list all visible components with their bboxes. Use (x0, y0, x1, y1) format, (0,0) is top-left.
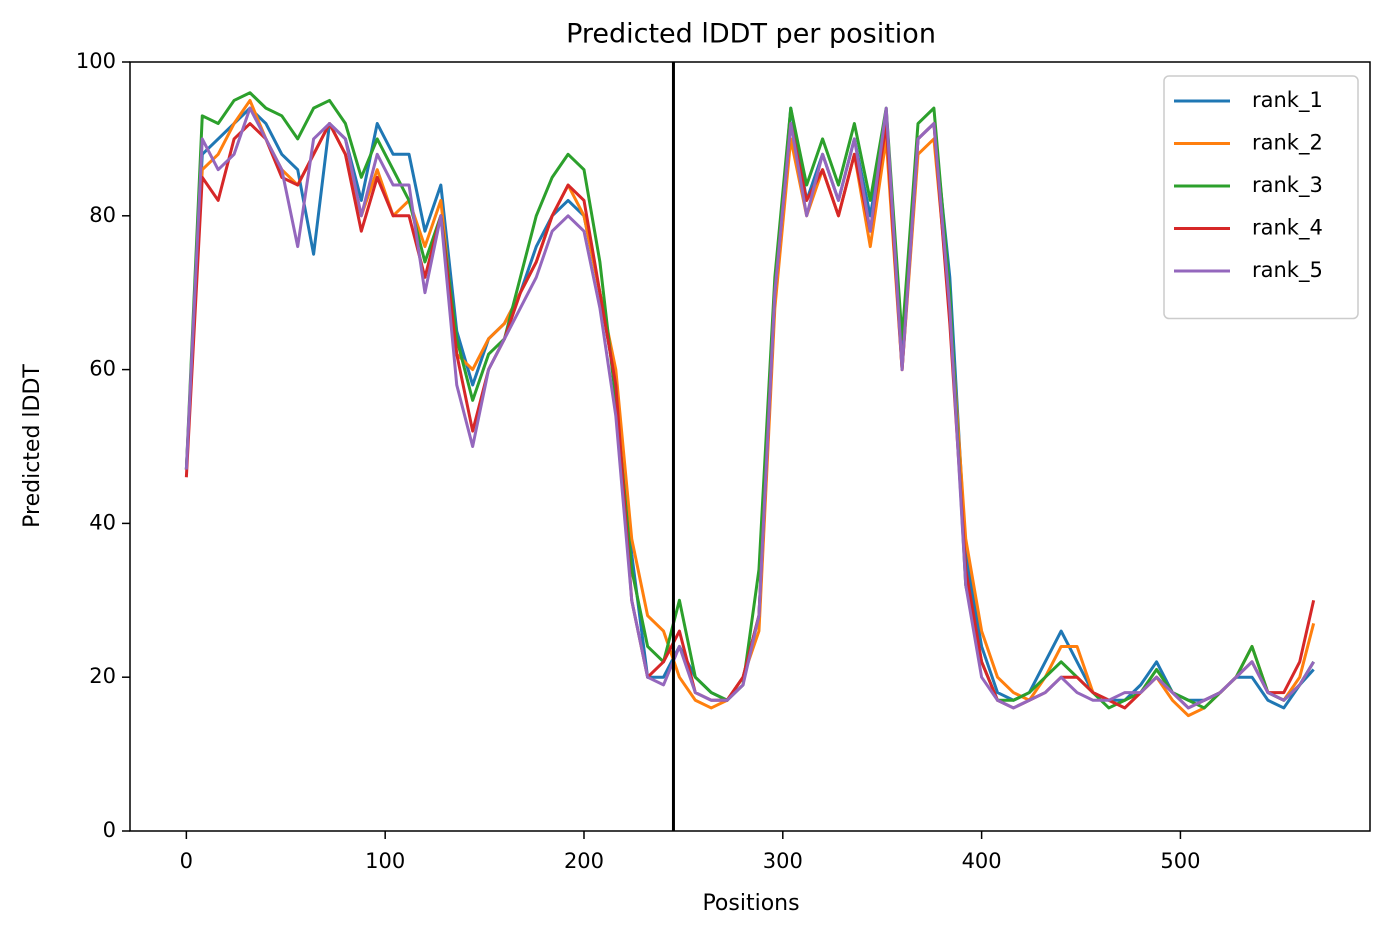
y-tick-label: 80 (89, 203, 116, 227)
y-tick-label: 60 (89, 357, 116, 381)
y-axis-label: Predicted lDDT (20, 364, 45, 528)
legend-label: rank_2 (1252, 131, 1323, 156)
legend-label: rank_4 (1252, 216, 1323, 241)
chart-title: Predicted lDDT per position (566, 19, 936, 50)
series-line (184, 122, 1316, 710)
x-tick-label: 400 (962, 849, 1002, 873)
x-axis-label: Positions (702, 891, 799, 916)
y-tick-label: 100 (76, 49, 116, 73)
legend-label: rank_3 (1252, 173, 1323, 198)
series-line (184, 91, 1315, 710)
x-tick-label: 300 (763, 849, 803, 873)
x-tick-label: 500 (1160, 849, 1200, 873)
legend-box (1163, 75, 1359, 320)
x-tick-label: 200 (564, 849, 604, 873)
y-tick-label: 20 (89, 664, 116, 688)
y-tick-label: 0 (103, 818, 116, 842)
x-tick-label: 100 (365, 849, 405, 873)
y-tick-label: 40 (89, 510, 116, 534)
legend-label: rank_1 (1252, 88, 1323, 113)
plot-frame (129, 61, 1371, 832)
series-line (184, 106, 1315, 710)
x-tick-label: 0 (180, 849, 193, 873)
legend-label: rank_5 (1252, 258, 1323, 283)
